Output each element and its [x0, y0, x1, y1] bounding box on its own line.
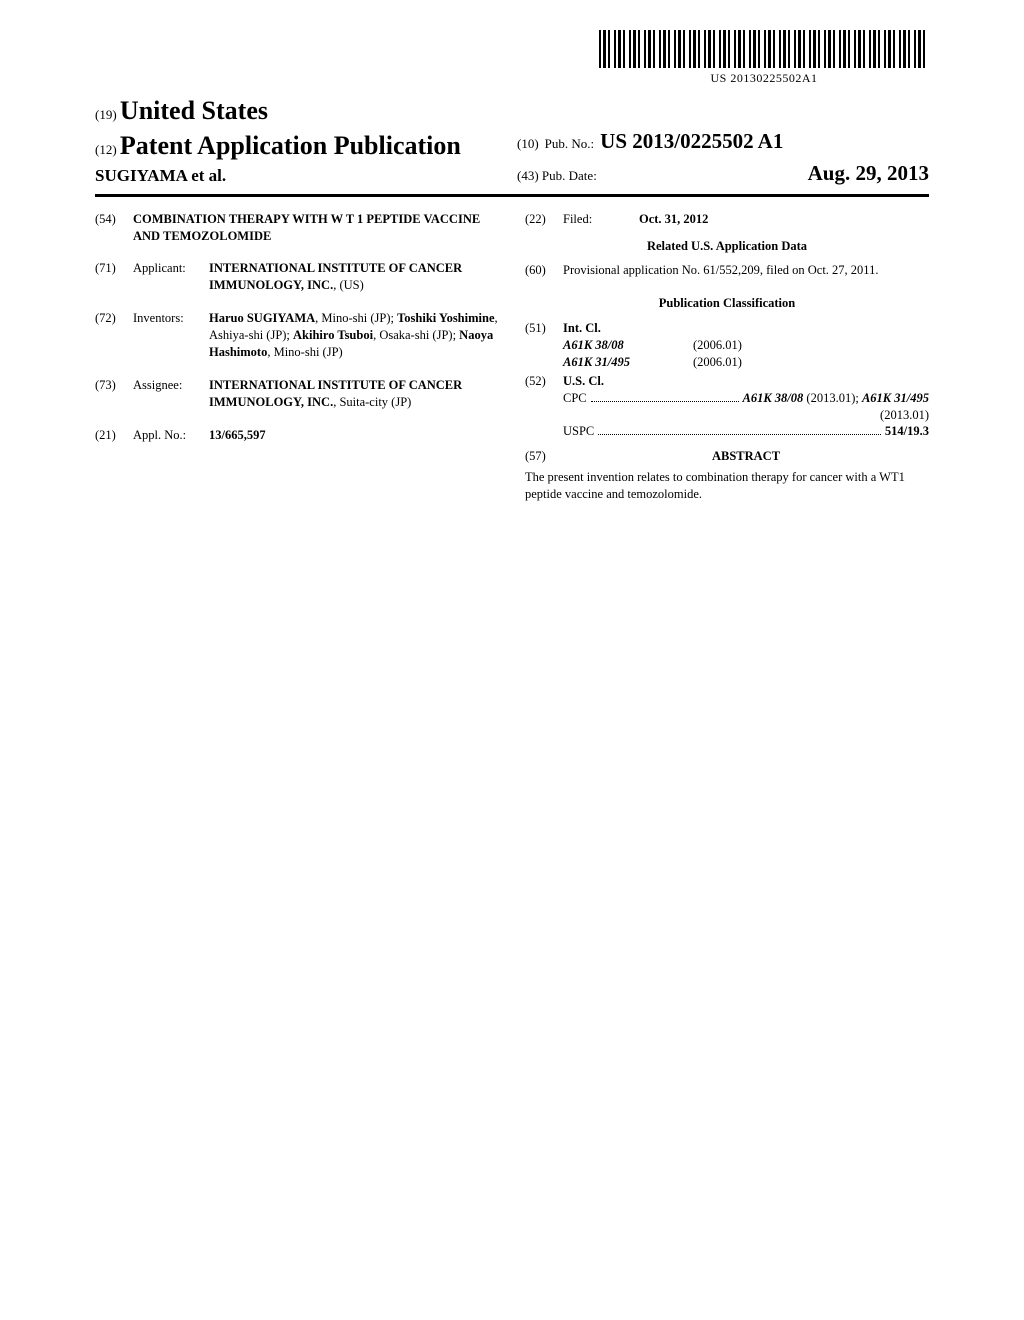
applicant-loc: , (US) [333, 278, 364, 292]
inventor-3-loc: , Mino-shi (JP) [267, 345, 342, 359]
cpc-paren-1: (2013.01); [803, 391, 862, 405]
cpc-label: CPC [563, 390, 587, 407]
field-21: (21) Appl. No.: 13/665,597 [95, 427, 499, 444]
intcl-1-date: (2006.01) [693, 354, 742, 371]
field-51: (51) Int. Cl. A61K 38/08 (2006.01) A61K … [525, 320, 929, 371]
uspc-label: USPC [563, 423, 594, 440]
field-52: (52) U.S. Cl. CPC A61K 38/08 (2013.01); … [525, 373, 929, 441]
cpc-paren-2: (2013.01) [563, 407, 929, 424]
country-name: United States [120, 96, 268, 125]
code-54: (54) [95, 211, 133, 228]
inventor-2-loc: , Osaka-shi (JP); [373, 328, 459, 342]
classification-heading: Publication Classification [525, 295, 929, 312]
intcl-0-class: A61K 38/08 [563, 337, 693, 354]
field-73: (73) Assignee: INTERNATIONAL INSTITUTE O… [95, 377, 499, 411]
appl-no-value: 13/665,597 [209, 427, 499, 444]
body-columns: (54) COMBINATION THERAPY WITH W T 1 PEPT… [95, 211, 929, 503]
invention-title: COMBINATION THERAPY WITH W T 1 PEPTIDE V… [133, 211, 499, 245]
uscl-body: U.S. Cl. CPC A61K 38/08 (2013.01); A61K … [563, 373, 929, 441]
country-line: (19) United States [95, 93, 507, 128]
intcl-row-0: A61K 38/08 (2006.01) [563, 337, 929, 354]
code-10: (10) [517, 135, 539, 153]
intcl-row-1: A61K 31/495 (2006.01) [563, 354, 929, 371]
right-column: (22) Filed: Oct. 31, 2012 Related U.S. A… [525, 211, 929, 503]
code-19: (19) [95, 107, 117, 122]
related-data-heading: Related U.S. Application Data [525, 238, 929, 255]
inventor-0-loc: , Mino-shi (JP); [315, 311, 397, 325]
header-left: (19) United States (12) Patent Applicati… [95, 93, 507, 188]
applicant-body: INTERNATIONAL INSTITUTE OF CANCER IMMUNO… [209, 260, 499, 294]
code-43: (43) [517, 168, 539, 183]
intcl-label: Int. Cl. [563, 320, 929, 337]
field-71: (71) Applicant: INTERNATIONAL INSTITUTE … [95, 260, 499, 294]
uscl-label: U.S. Cl. [563, 373, 929, 390]
code-71: (71) [95, 260, 133, 277]
pub-no-label: Pub. No.: [545, 135, 594, 153]
pub-date-label: Pub. Date: [542, 168, 597, 183]
label-filed: Filed: [563, 211, 639, 228]
intcl-body: Int. Cl. A61K 38/08 (2006.01) A61K 31/49… [563, 320, 929, 371]
barcode-block: US 20130225502A1 [95, 30, 929, 87]
abstract-text: The present invention relates to combina… [525, 469, 929, 503]
assignee-loc: , Suita-city (JP) [333, 395, 411, 409]
inventor-2-name: Akihiro Tsuboi [293, 328, 373, 342]
doc-type-line: (12) Patent Application Publication [95, 128, 507, 163]
field-57: (57) ABSTRACT [525, 448, 929, 469]
code-12: (12) [95, 142, 117, 157]
dotted-fill [598, 434, 881, 435]
uspc-row: USPC 514/19.3 [563, 423, 929, 440]
field-72: (72) Inventors: Haruo SUGIYAMA, Mino-shi… [95, 310, 499, 361]
doc-type: Patent Application Publication [120, 131, 461, 160]
code-60: (60) [525, 262, 563, 279]
label-applicant: Applicant: [133, 260, 209, 277]
barcode-text: US 20130225502A1 [599, 70, 929, 86]
cpc-values: A61K 38/08 (2013.01); A61K 31/495 [743, 390, 930, 407]
cpc-row: CPC A61K 38/08 (2013.01); A61K 31/495 [563, 390, 929, 407]
authors: SUGIYAMA et al. [95, 165, 507, 188]
intcl-0-date: (2006.01) [693, 337, 742, 354]
left-column: (54) COMBINATION THERAPY WITH W T 1 PEPT… [95, 211, 499, 503]
pub-no-row: (10) Pub. No.: US 2013/0225502 A1 [517, 127, 929, 155]
pub-date: Aug. 29, 2013 [808, 159, 929, 187]
field-22: (22) Filed: Oct. 31, 2012 [525, 211, 929, 228]
inventors-body: Haruo SUGIYAMA, Mino-shi (JP); Toshiki Y… [209, 310, 499, 361]
code-51: (51) [525, 320, 563, 337]
cpc-val-1: A61K 38/08 [743, 391, 804, 405]
uspc-value: 514/19.3 [885, 423, 929, 440]
code-22: (22) [525, 211, 563, 228]
code-72: (72) [95, 310, 133, 327]
document-header: (19) United States (12) Patent Applicati… [95, 93, 929, 188]
barcode-bars [599, 30, 929, 68]
code-52: (52) [525, 373, 563, 390]
header-rule [95, 194, 929, 197]
intcl-1-class: A61K 31/495 [563, 354, 693, 371]
assignee-body: INTERNATIONAL INSTITUTE OF CANCER IMMUNO… [209, 377, 499, 411]
pub-date-row: (43) Pub. Date: Aug. 29, 2013 [517, 159, 929, 187]
cpc-val-2: A61K 31/495 [862, 391, 929, 405]
inventor-1-name: Toshiki Yoshimine [397, 311, 494, 325]
abstract-heading: ABSTRACT [563, 448, 929, 465]
field-54: (54) COMBINATION THERAPY WITH W T 1 PEPT… [95, 211, 499, 245]
label-appl-no: Appl. No.: [133, 427, 209, 444]
barcode: US 20130225502A1 [599, 30, 929, 86]
dotted-fill [591, 401, 739, 402]
pub-date-left: (43) Pub. Date: [517, 167, 597, 185]
code-57: (57) [525, 448, 563, 465]
code-73: (73) [95, 377, 133, 394]
pub-no: US 2013/0225502 A1 [600, 127, 783, 155]
header-right: (10) Pub. No.: US 2013/0225502 A1 (43) P… [507, 127, 929, 188]
filed-value: Oct. 31, 2012 [639, 211, 929, 228]
label-assignee: Assignee: [133, 377, 209, 394]
label-inventors: Inventors: [133, 310, 209, 327]
code-21: (21) [95, 427, 133, 444]
field-60: (60) Provisional application No. 61/552,… [525, 262, 929, 279]
inventor-0-name: Haruo SUGIYAMA [209, 311, 315, 325]
provisional-text: Provisional application No. 61/552,209, … [563, 262, 929, 279]
